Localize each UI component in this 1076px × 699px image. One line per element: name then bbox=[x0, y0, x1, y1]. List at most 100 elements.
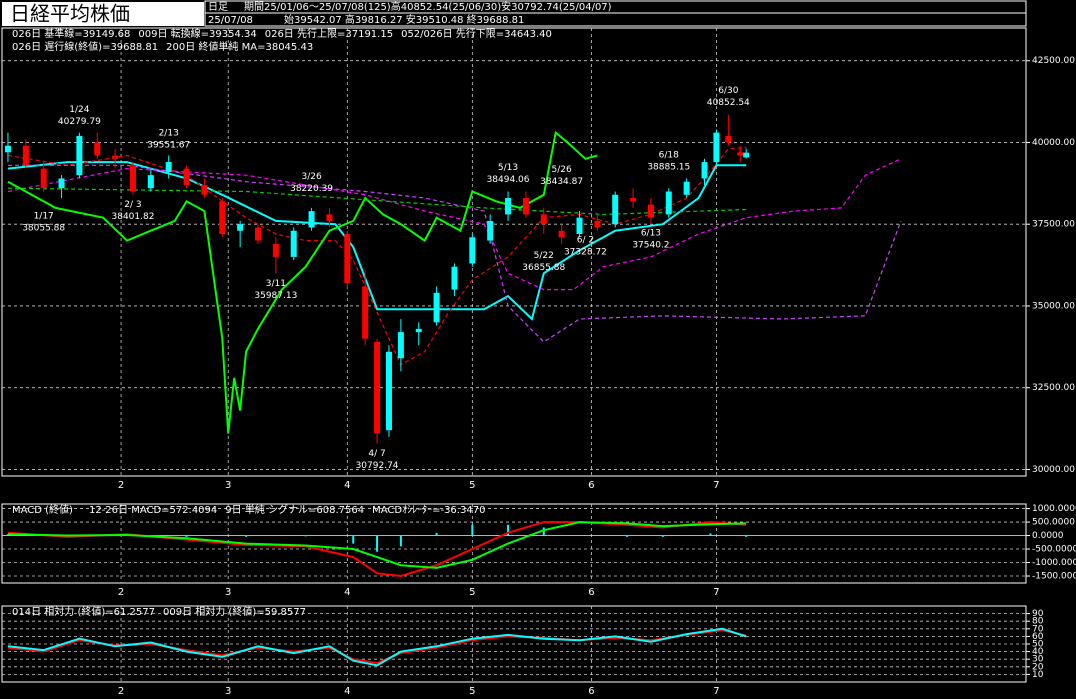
candle-body bbox=[558, 230, 565, 238]
oscillator-bar bbox=[376, 535, 379, 552]
high-value: 38885.15 bbox=[647, 162, 690, 172]
low-value: 30792.74 bbox=[356, 461, 399, 471]
candle-body bbox=[255, 227, 261, 241]
oscillator-bar bbox=[185, 535, 188, 537]
x-tick-label: 7 bbox=[713, 686, 719, 697]
y-tick-label: 0.0000 bbox=[1032, 531, 1064, 541]
oscillator-bar bbox=[542, 527, 545, 536]
candle-body bbox=[540, 214, 547, 225]
candle-body bbox=[701, 162, 708, 179]
candle-body bbox=[40, 168, 47, 189]
y-tick-label: 30 bbox=[1032, 655, 1044, 665]
high-value: 38434.87 bbox=[540, 177, 583, 187]
candle-body bbox=[219, 201, 226, 235]
candle-body bbox=[344, 234, 351, 284]
low-value: 38055.88 bbox=[22, 224, 65, 234]
candle-body bbox=[487, 220, 494, 241]
date: 25/07/08 bbox=[208, 15, 253, 26]
oscillator-bar bbox=[661, 535, 664, 537]
high-value: 40279.79 bbox=[58, 117, 101, 127]
candle-body bbox=[665, 191, 672, 215]
series-line bbox=[7, 146, 747, 366]
x-tick-label: 6 bbox=[588, 587, 594, 598]
candle-body bbox=[594, 220, 601, 228]
candle-body bbox=[647, 204, 654, 218]
oscillator-bar bbox=[471, 524, 474, 536]
y-tick-label: 40000.00 bbox=[1032, 138, 1075, 148]
candle-body bbox=[576, 217, 583, 235]
oscillator-bar bbox=[745, 535, 748, 537]
y-tick-label: 1000.0000 bbox=[1032, 504, 1076, 514]
x-tick-label: 6 bbox=[588, 686, 594, 697]
high-date: 1/24 bbox=[69, 105, 89, 115]
legend-entry: 009日 転換線=39354.34 bbox=[138, 27, 256, 40]
candle-body bbox=[385, 351, 392, 431]
low-date: 5/22 bbox=[534, 251, 554, 261]
y-tick-label: 500.0000 bbox=[1032, 518, 1075, 528]
y-tick-label: 70 bbox=[1032, 624, 1044, 634]
oscillator-bar bbox=[399, 535, 402, 547]
low-value: 37328.72 bbox=[564, 247, 607, 257]
low-date: 6/13 bbox=[641, 228, 661, 238]
high-value: 38220.39 bbox=[290, 184, 333, 194]
candle-body bbox=[451, 266, 458, 290]
candle-body bbox=[201, 184, 208, 195]
x-tick-label: 6 bbox=[588, 480, 594, 491]
oscillator-bar bbox=[304, 535, 307, 537]
x-tick-label: 3 bbox=[225, 587, 231, 598]
low-value: 38401.82 bbox=[112, 212, 155, 222]
x-tick-label: 2 bbox=[118, 686, 124, 697]
candle-body bbox=[308, 211, 315, 228]
candle-body bbox=[415, 328, 422, 333]
legend-entry: 026日 先行上限=37191.15 bbox=[265, 27, 393, 40]
candle-body bbox=[433, 292, 440, 323]
legend-entry: 026日 基準線=39149.68 bbox=[12, 27, 130, 40]
y-tick-label: 32500.00 bbox=[1032, 383, 1075, 393]
high-date: 5/13 bbox=[498, 163, 518, 173]
high-date: 2/13 bbox=[159, 129, 179, 139]
y-tick-label: 80 bbox=[1032, 617, 1044, 627]
low-value: 36855.88 bbox=[522, 263, 565, 273]
low-value: 37540.2 bbox=[632, 240, 669, 250]
series-line bbox=[8, 164, 902, 343]
x-tick-label: 5 bbox=[469, 587, 475, 598]
low-value: 35987.13 bbox=[254, 291, 297, 301]
x-tick-label: 4 bbox=[344, 587, 350, 598]
panel-frame bbox=[1, 503, 1027, 584]
legend-entry: MACDｵｼﾚｰﾀｰ=-36.3470 bbox=[372, 504, 485, 516]
candle-body bbox=[129, 165, 136, 192]
title-box bbox=[2, 2, 204, 26]
high-value: 38494.06 bbox=[487, 175, 530, 185]
oscillator-bar bbox=[245, 535, 248, 537]
series-line bbox=[7, 187, 747, 216]
legend-entry: 12-26日 MACD=572.4094 bbox=[89, 505, 217, 516]
y-tick-label: -500.0000 bbox=[1032, 545, 1076, 555]
x-tick-label: 7 bbox=[713, 587, 719, 598]
legend-entry: 009日 相対力 (終値)=59.8577 bbox=[163, 605, 306, 618]
oscillator-bar bbox=[709, 533, 712, 536]
high-date: 3/26 bbox=[301, 172, 321, 182]
candle-body bbox=[76, 135, 83, 176]
y-tick-label: -1500.0000 bbox=[1032, 571, 1076, 581]
candle-body bbox=[725, 135, 732, 143]
candle-body bbox=[290, 230, 297, 257]
candle-body bbox=[522, 198, 529, 215]
x-tick-label: 3 bbox=[225, 686, 231, 697]
y-tick-label: 35000.00 bbox=[1032, 301, 1075, 311]
x-tick-label: 4 bbox=[344, 480, 350, 491]
series-line bbox=[7, 521, 747, 578]
candle-body bbox=[272, 243, 279, 257]
candle-body bbox=[713, 132, 720, 163]
y-tick-label: 30000.00 bbox=[1032, 465, 1075, 475]
oscillator-bar bbox=[6, 534, 9, 536]
y-tick-label: 37500.00 bbox=[1032, 220, 1075, 230]
header-box bbox=[204, 0, 1027, 27]
legend-entry: 026日 遅行線(終値)=39688.81 bbox=[12, 40, 158, 53]
series-line bbox=[7, 627, 747, 667]
legend-entry: 9日 単純 シグナル=608.7564 bbox=[225, 503, 364, 516]
candle-body bbox=[183, 168, 190, 185]
candle-body bbox=[326, 214, 333, 221]
y-tick-label: 90 bbox=[1032, 609, 1044, 619]
